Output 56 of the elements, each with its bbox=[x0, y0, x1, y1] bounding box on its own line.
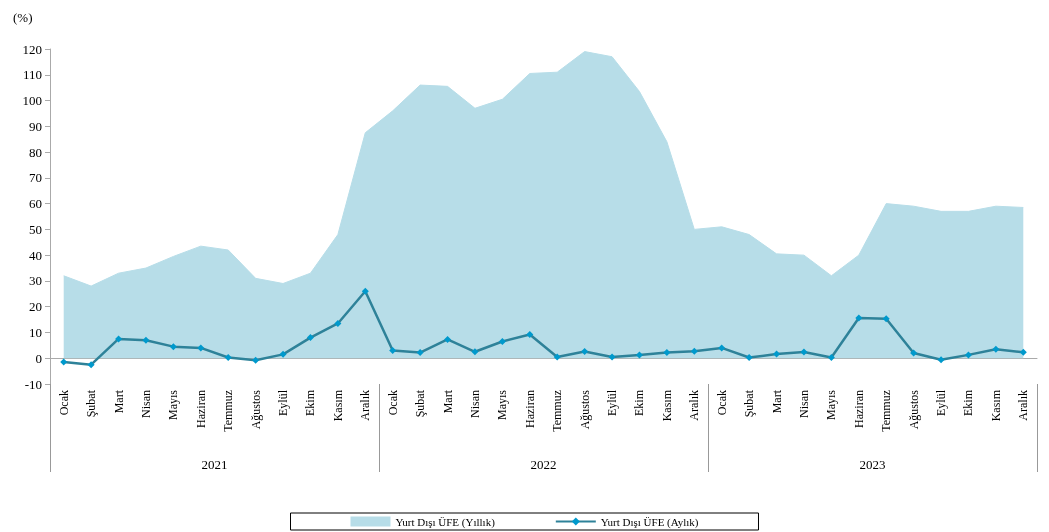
x-tick-label: Mayıs bbox=[495, 389, 510, 420]
x-tick-label: Kasım bbox=[988, 389, 1003, 422]
y-tick-label: 30 bbox=[29, 273, 42, 289]
x-tick-label: Aralık bbox=[358, 390, 373, 421]
y-tick-label: 110 bbox=[22, 67, 42, 83]
x-tick-label: Nisan bbox=[796, 390, 811, 418]
y-tick-label: 90 bbox=[29, 118, 42, 134]
y-tick-label: 70 bbox=[29, 170, 42, 186]
x-tick-label: Ekim bbox=[303, 389, 318, 416]
x-tick-label: Temmuz bbox=[550, 390, 565, 432]
x-tick-label: Mayıs bbox=[824, 389, 839, 420]
y-tick-label: 100 bbox=[22, 93, 42, 109]
x-tick-label: Haziran bbox=[522, 390, 537, 428]
y-tick-label: 20 bbox=[29, 299, 42, 315]
x-tick-label: Ocak bbox=[56, 390, 71, 416]
text: 2022 bbox=[530, 457, 557, 472]
x-tick-label: Nisan bbox=[138, 390, 153, 418]
x-tick-label: Temmuz bbox=[221, 390, 236, 432]
x-tick-label: Kasım bbox=[659, 389, 674, 422]
x-tick-label: Eylül bbox=[276, 389, 291, 416]
x-tick-label: Eylül bbox=[605, 389, 620, 416]
x-tick-label: Şubat bbox=[84, 389, 99, 418]
x-tick-label: Ekim bbox=[961, 389, 976, 416]
x-tick-label: Ağustos bbox=[906, 389, 921, 430]
y-tick-label: 10 bbox=[29, 324, 42, 340]
text: 2021 bbox=[201, 457, 228, 472]
legend-label: Yurt Dışı ÜFE (Yıllık) bbox=[395, 515, 496, 529]
y-tick-label: 50 bbox=[29, 221, 42, 237]
x-tick-label: Ocak bbox=[714, 390, 729, 416]
x-tick-label: Nisan bbox=[467, 390, 482, 418]
y-tick-label: 120 bbox=[22, 41, 42, 57]
x-tick-label: Kasım bbox=[330, 389, 345, 422]
y-tick-label: 40 bbox=[29, 247, 42, 263]
y-axis-title: (%) bbox=[13, 10, 33, 25]
x-tick-label: Haziran bbox=[193, 390, 208, 428]
x-tick-label: Mayıs bbox=[166, 389, 181, 420]
x-tick-label: Mart bbox=[111, 389, 126, 414]
x-tick-label: Şubat bbox=[413, 389, 428, 418]
x-tick-label: Eylül bbox=[934, 389, 949, 416]
x-tick-label: Mart bbox=[440, 389, 455, 414]
legend-label: Yurt Dışı ÜFE (Aylık) bbox=[600, 515, 699, 529]
y-tick-label: 60 bbox=[29, 196, 42, 212]
x-tick-label: Mart bbox=[769, 389, 784, 414]
text: 2023 bbox=[859, 457, 886, 472]
x-tick-label: Ekim bbox=[632, 389, 647, 416]
x-tick-label: Ağustos bbox=[248, 389, 263, 430]
x-tick-label: Aralık bbox=[687, 390, 702, 421]
x-tick-label: Ağustos bbox=[577, 389, 592, 430]
y-tick-label: 0 bbox=[35, 350, 42, 366]
y-tick-label: -10 bbox=[24, 376, 42, 392]
x-tick-label: Ocak bbox=[385, 390, 400, 416]
x-tick-label: Haziran bbox=[851, 390, 866, 428]
x-tick-label: Şubat bbox=[742, 389, 757, 418]
x-tick-label: Temmuz bbox=[879, 390, 894, 432]
y-tick-label: 80 bbox=[29, 144, 42, 160]
x-tick-label: Aralık bbox=[1016, 390, 1031, 421]
